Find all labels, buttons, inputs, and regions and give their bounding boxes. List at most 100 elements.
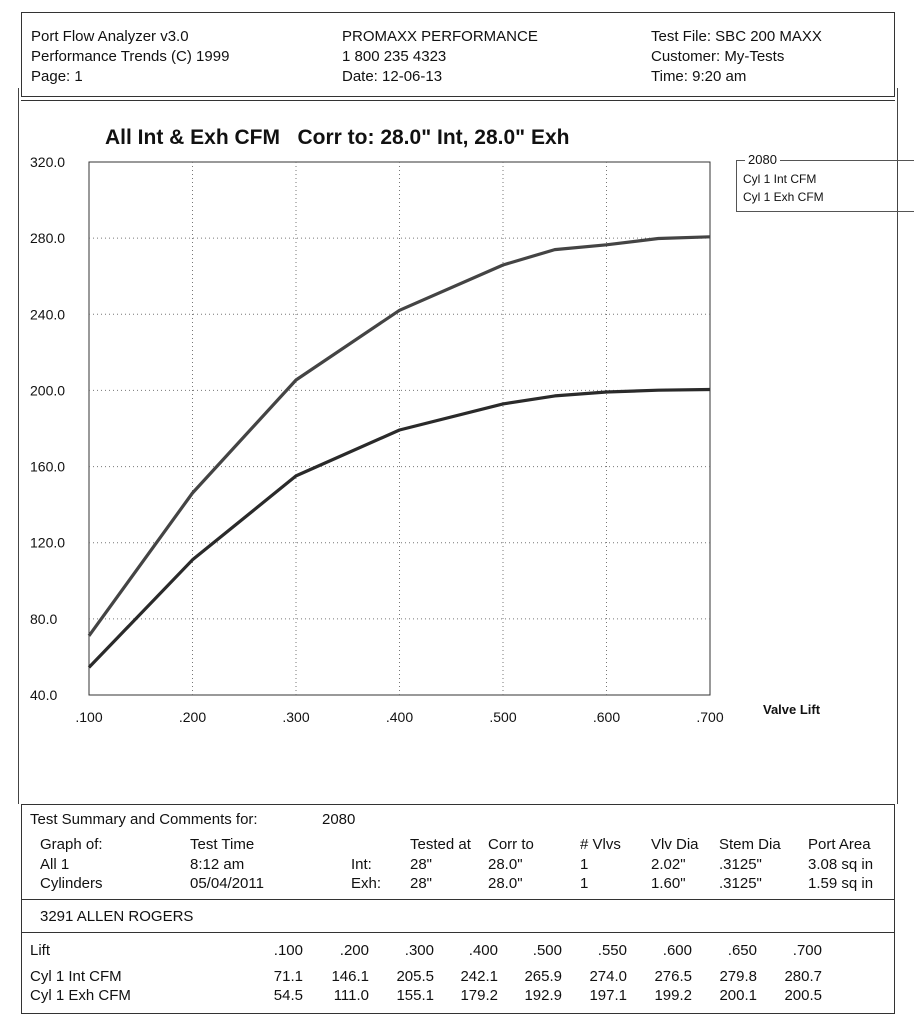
col-stem-dia: Stem Dia: [719, 836, 781, 853]
row1-port-area: 3.08 sq in: [808, 856, 874, 873]
table-int-cfm-value: 265.9: [524, 968, 562, 985]
test-file: Test File: SBC 200 MAXX: [651, 28, 822, 45]
row2-vlv-dia: 1.60": [651, 875, 686, 892]
summary-divider-1: [21, 899, 895, 900]
col-tested-at: Tested at: [410, 836, 471, 853]
report-date: Date: 12-06-13: [342, 68, 443, 85]
right-border: [897, 88, 898, 804]
header-right: Test File: SBC 200 MAXX Customer: My-Tes…: [651, 27, 822, 87]
table-lift-value: .500: [532, 942, 562, 959]
row2-kind: Exh:: [351, 875, 382, 892]
table-lift-value: .650: [727, 942, 757, 959]
report-header: Port Flow Analyzer v3.0 Performance Tren…: [21, 12, 895, 97]
report-time: Time: 9:20 am: [651, 68, 747, 85]
company-name: PROMAXX PERFORMANCE: [342, 28, 538, 45]
table-row-label-int: Cyl 1 Int CFM: [30, 968, 122, 985]
table-int-cfm-value: 205.5: [396, 968, 434, 985]
y-tick-label: 40.0: [30, 687, 57, 703]
row1-tested: 28": [410, 856, 433, 873]
test-comment: 3291 ALLEN ROGERS: [40, 908, 194, 925]
header-left: Port Flow Analyzer v3.0 Performance Tren…: [31, 27, 229, 87]
table-exh-cfm-value: 192.9: [524, 987, 562, 1004]
table-lift-label: Lift: [30, 942, 51, 959]
table-lift-value: .600: [662, 942, 692, 959]
summary-test-id: 2080: [322, 811, 356, 828]
col-port-area: Port Area: [808, 836, 871, 853]
series-line-int-cfm: [87, 235, 711, 637]
table-exh-cfm-value: 111.0: [333, 987, 369, 1004]
chart-legend: 2080 Cyl 1 Int CFM Cyl 1 Exh CFM: [736, 152, 914, 212]
x-tick-label: .700: [696, 709, 723, 725]
x-axis-label: Valve Lift: [763, 702, 821, 717]
table-exh-cfm-value: 200.1: [719, 987, 757, 1004]
table-exh-cfm-value: 197.1: [589, 987, 627, 1004]
col-test-time: Test Time: [190, 836, 255, 853]
col-graph-of: Graph of:: [40, 836, 103, 853]
legend-item-exh: Cyl 1 Exh CFM: [743, 190, 824, 204]
row1-graph: All 1: [40, 856, 70, 873]
customer: Customer: My-Tests: [651, 48, 785, 65]
table-exh-cfm-value: 179.2: [460, 987, 498, 1004]
legend-item-int: Cyl 1 Int CFM: [743, 172, 817, 186]
y-tick-label: 280.0: [30, 230, 65, 246]
table-row-label-exh: Cyl 1 Exh CFM: [30, 987, 131, 1004]
chart-title: All Int & Exh CFM Corr to: 28.0" Int, 28…: [105, 126, 570, 149]
software-name: Port Flow Analyzer v3.0: [31, 28, 189, 45]
left-border: [18, 88, 19, 804]
table-int-cfm-value: 71.1: [273, 968, 303, 985]
y-tick-label: 320.0: [30, 154, 65, 170]
col-corr-to: Corr to: [488, 836, 534, 853]
table-int-cfm-value: 276.5: [654, 968, 692, 985]
row1-kind: Int:: [351, 856, 372, 873]
table-exh-cfm-value: 199.2: [654, 987, 692, 1004]
table-exh-cfm-value: 54.5: [273, 987, 303, 1004]
legend-title: 2080: [745, 152, 780, 167]
row1-vlvs: 1: [580, 856, 589, 873]
x-tick-label: .300: [282, 709, 309, 725]
col-vlv-dia: Vlv Dia: [651, 836, 699, 853]
header-center: PROMAXX PERFORMANCE 1 800 235 4323 Date:…: [342, 27, 538, 87]
copyright: Performance Trends (C) 1999: [31, 48, 230, 65]
table-int-cfm-value: 146.1: [331, 968, 369, 985]
y-tick-label: 200.0: [30, 382, 65, 398]
x-tick-label: .200: [179, 709, 206, 725]
phone-number: 1 800 235 4323: [342, 48, 447, 65]
header-divider: [21, 100, 895, 101]
x-tick-label: .100: [75, 709, 102, 725]
row2-time: 05/04/2011: [190, 875, 264, 892]
row2-vlvs: 1: [580, 875, 589, 892]
row2-corr: 28.0": [488, 875, 523, 892]
row2-graph: Cylinders: [40, 875, 103, 892]
table-exh-cfm-value: 200.5: [784, 987, 822, 1004]
row1-time: 8:12 am: [190, 856, 245, 873]
summary-heading: Test Summary and Comments for:: [30, 811, 258, 828]
table-lift-value: .400: [468, 942, 498, 959]
row2-stem-dia: .3125": [719, 875, 762, 892]
page-number: Page: 1: [31, 68, 83, 85]
test-summary: [21, 804, 895, 1014]
x-tick-label: .500: [489, 709, 516, 725]
table-int-cfm-value: 242.1: [460, 968, 498, 985]
y-tick-label: 80.0: [30, 611, 57, 627]
table-lift-value: .550: [597, 942, 627, 959]
row1-corr: 28.0": [488, 856, 523, 873]
row1-stem-dia: .3125": [719, 856, 762, 873]
table-int-cfm-value: 274.0: [589, 968, 627, 985]
col-vlvs: # Vlvs: [580, 836, 621, 853]
table-lift-value: .300: [404, 942, 434, 959]
table-exh-cfm-value: 155.1: [396, 987, 434, 1004]
row2-port-area: 1.59 sq in: [808, 875, 874, 892]
table-lift-value: .100: [273, 942, 303, 959]
y-tick-label: 240.0: [30, 306, 65, 322]
table-int-cfm-value: 279.8: [719, 968, 757, 985]
table-lift-value: .200: [339, 942, 369, 959]
series-line-exh-cfm: [87, 387, 711, 669]
x-tick-label: .600: [593, 709, 620, 725]
y-tick-label: 120.0: [30, 535, 65, 551]
row2-tested: 28": [410, 875, 433, 892]
summary-divider-2: [21, 932, 895, 933]
table-lift-value: .700: [792, 942, 822, 959]
y-tick-label: 160.0: [30, 459, 65, 475]
